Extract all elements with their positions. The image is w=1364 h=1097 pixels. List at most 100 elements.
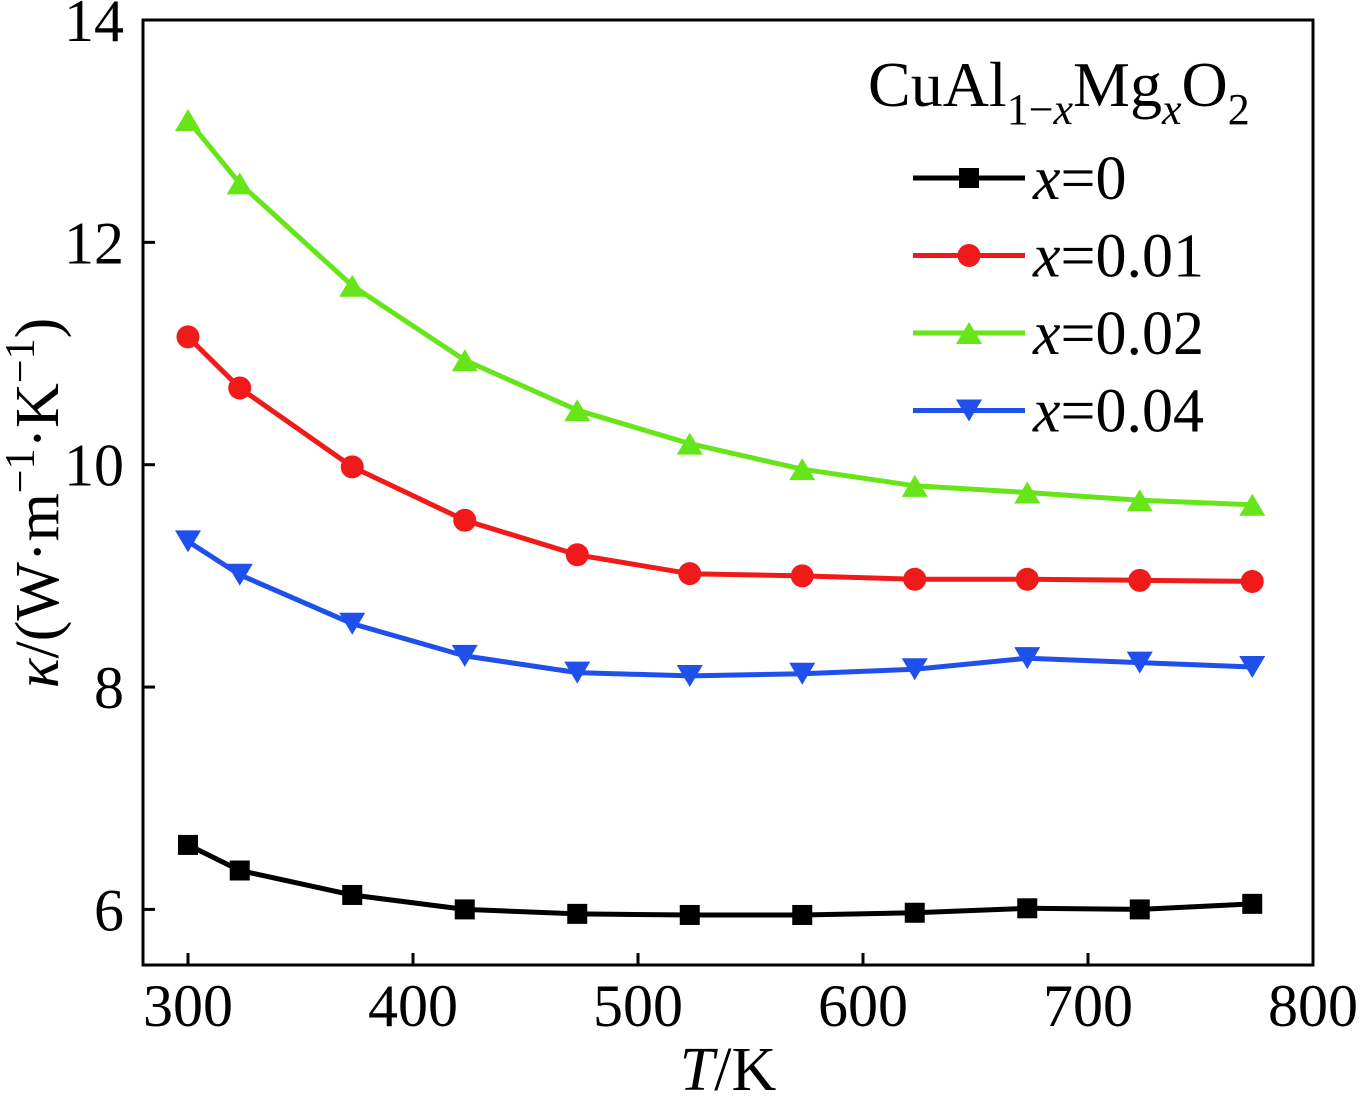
legend-label-x-0-02: x=0.02	[1032, 300, 1204, 368]
series-x-0-04-point-473	[564, 661, 591, 684]
legend-label-value: =0.01	[1061, 223, 1204, 291]
series-x-0-04-point-773	[1239, 656, 1266, 679]
legend-title-mg: Mg	[1073, 49, 1162, 120]
series-x-0-04-point-723	[1126, 651, 1153, 674]
legend-title-sub3: 2	[1228, 85, 1250, 134]
series-x-0-02-point-773	[1239, 493, 1266, 516]
legend-label-var: x	[1032, 223, 1061, 291]
series-x-0-point-673	[1017, 898, 1038, 919]
legend: CuAl1−xMgxO2 x=0x=0.01x=0.02x=0.04	[868, 49, 1250, 446]
series-x-0-01	[176, 325, 1264, 593]
x-tick-label-800: 800	[1268, 973, 1358, 1039]
y-label-unit-mid: ·K	[4, 383, 72, 449]
series-x-0-01-point-773	[1240, 569, 1264, 593]
legend-item-x-0-04: x=0.04	[913, 378, 1204, 446]
series-x-0-01-point-523	[678, 562, 702, 586]
series-x-0-02-point-473	[564, 399, 591, 422]
legend-item-x-0-02: x=0.02	[913, 300, 1204, 368]
legend-title-sub2: x	[1161, 85, 1182, 134]
legend-title-o: O	[1181, 49, 1227, 120]
legend-marker-x-0-02	[956, 322, 982, 344]
legend-label-x-0-04: x=0.04	[1032, 378, 1204, 446]
series-x-0-point-423	[454, 899, 475, 920]
series-x-0-02-point-523	[676, 432, 703, 455]
x-tick-label-600: 600	[818, 973, 908, 1039]
series-x-0-01-point-300	[176, 325, 200, 349]
series-x-0-02-point-623	[901, 474, 928, 497]
series-x-0-02-point-573	[789, 458, 816, 481]
y-label-exp2: −1	[0, 338, 44, 383]
series-x-0-point-773	[1242, 893, 1263, 914]
x-tick-label-700: 700	[1043, 973, 1133, 1039]
series-x-0-point-300	[178, 834, 198, 855]
series-x-0-04-point-673	[1014, 647, 1041, 670]
axes-ticks: 300 400 500 600 700 800 6 8 10 12 14	[64, 0, 1358, 1039]
legend-title-sub1: 1−	[1007, 85, 1054, 134]
y-tick-label-8: 8	[94, 655, 124, 721]
legend-title-cual: CuAl	[868, 49, 1007, 120]
series-x-0-point-623	[904, 902, 925, 923]
x-label-symbol: T	[680, 1036, 719, 1097]
series-x-0-01-point-473	[565, 543, 589, 567]
series-x-0-01-point-573	[790, 564, 814, 588]
legend-label-x-0: x=0	[1032, 145, 1127, 213]
series-x-0	[178, 834, 1263, 925]
series-x-0-04-point-300	[175, 530, 201, 553]
series-x-0-point-473	[567, 903, 588, 924]
series-x-0-01-point-623	[903, 567, 927, 591]
series-x-0-02-point-423	[451, 349, 478, 372]
legend-label-value: =0.04	[1061, 378, 1204, 446]
series-x-0-01-point-673	[1015, 567, 1039, 591]
y-label-unit-close: )	[4, 318, 72, 339]
series-x-0-02-point-323	[226, 172, 253, 195]
legend-title-sub1-var: x	[1053, 85, 1074, 134]
series-x-0-04-point-323	[226, 563, 253, 586]
y-tick-label-14: 14	[64, 0, 124, 54]
legend-marker-x-0-04	[956, 399, 982, 422]
y-axis-label: κ/(W·m−1·K−1)	[0, 318, 72, 688]
series-x-0-02-point-373	[339, 274, 366, 297]
y-label-exp1: −1	[0, 449, 44, 494]
plot-frame	[141, 18, 1315, 967]
legend-label-x-0-01: x=0.01	[1032, 223, 1204, 291]
legend-marker-x-0	[959, 168, 979, 188]
series-x-0-04-point-623	[901, 658, 928, 681]
x-axis-label: T/K	[680, 1036, 777, 1097]
plot-marks	[175, 109, 1266, 925]
series-x-0-point-723	[1129, 899, 1150, 920]
series-x-0-01-point-423	[453, 508, 477, 532]
x-tick-label-400: 400	[368, 973, 458, 1039]
series-x-0-04-point-573	[789, 662, 816, 685]
legend-label-var: x	[1032, 145, 1061, 213]
legend-item-x-0-01: x=0.01	[913, 223, 1204, 291]
series-x-0-point-323	[229, 860, 250, 881]
legend-items: x=0x=0.01x=0.02x=0.04	[913, 145, 1204, 446]
series-x-0-02-point-723	[1126, 489, 1153, 512]
series-x-0-04-point-373	[339, 612, 366, 635]
series-x-0-04-point-423	[451, 644, 478, 667]
legend-label-var: x	[1032, 378, 1061, 446]
y-label-unit-open: /(W·m	[4, 493, 72, 658]
y-tick-label-10: 10	[64, 433, 124, 499]
y-tick-label-12: 12	[64, 210, 124, 276]
series-x-0-01-point-723	[1128, 568, 1152, 592]
series-x-0-02	[175, 109, 1266, 516]
legend-label-var: x	[1032, 300, 1061, 368]
x-label-unit: /K	[714, 1036, 776, 1097]
y-tick-label-6: 6	[94, 877, 124, 943]
series-x-0-01-point-373	[340, 455, 364, 479]
legend-item-x-0: x=0	[913, 145, 1127, 213]
series-x-0-02-point-300	[175, 109, 201, 132]
series-x-0-04	[175, 530, 1266, 687]
series-x-0-04-point-523	[676, 664, 703, 687]
y-label-symbol: κ	[4, 657, 72, 688]
legend-marker-x-0-01	[957, 244, 981, 267]
series-x-0-02-point-673	[1014, 481, 1041, 504]
x-tick-label-300: 300	[143, 973, 233, 1039]
series-x-0-point-523	[679, 904, 700, 925]
series-x-0-point-573	[792, 904, 813, 925]
legend-title: CuAl1−xMgxO2	[868, 49, 1250, 134]
x-tick-label-500: 500	[593, 973, 683, 1039]
